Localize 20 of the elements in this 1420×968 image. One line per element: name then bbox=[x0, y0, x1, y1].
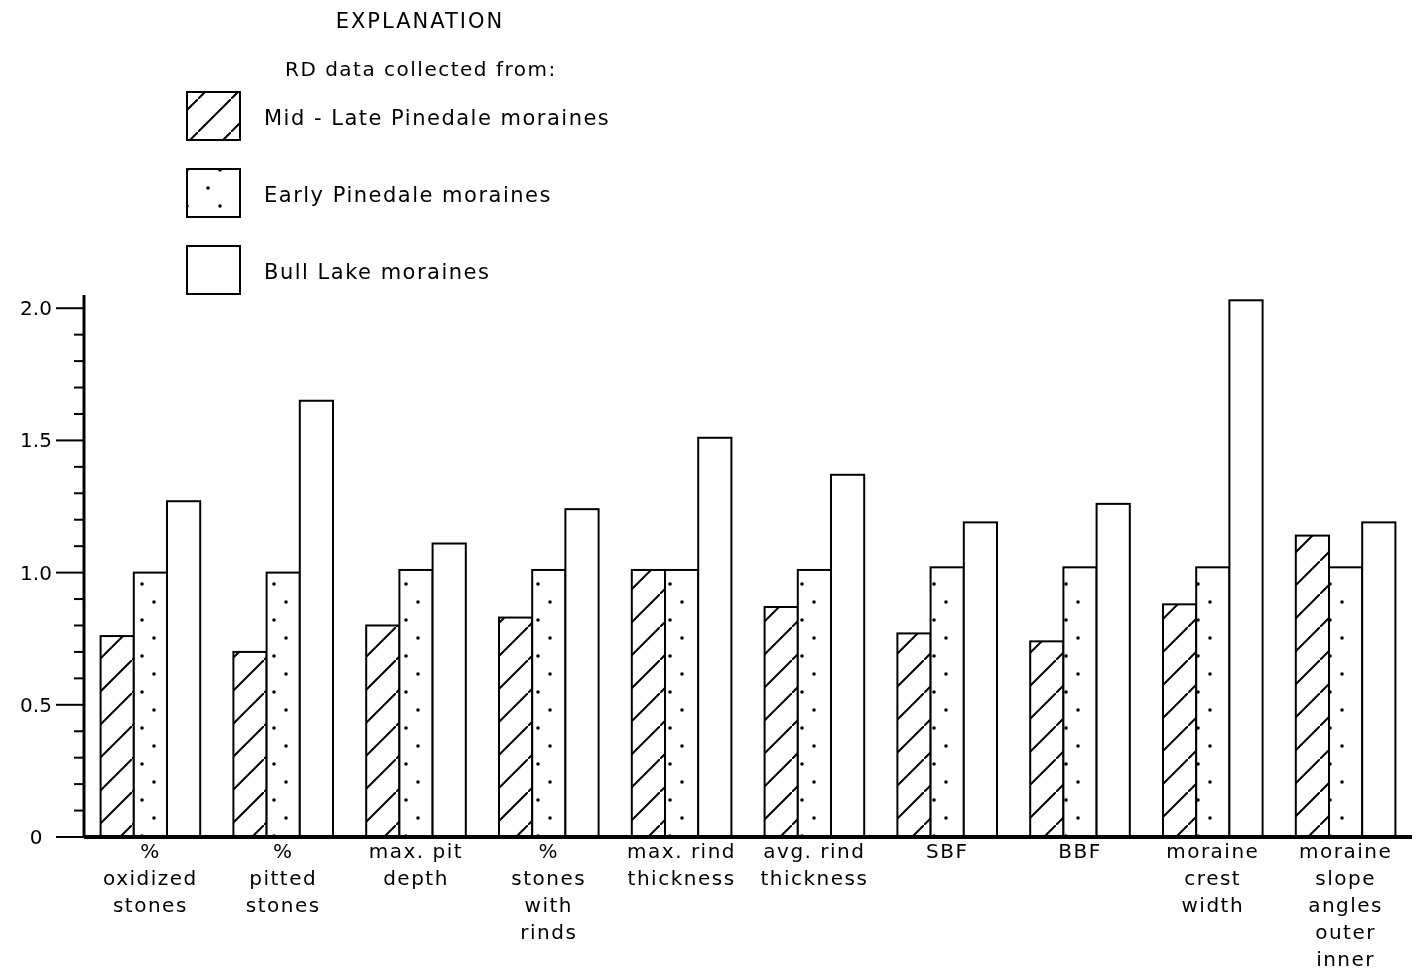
x-tick-label: avg. rind thickness bbox=[760, 839, 869, 890]
legend-label: Mid - Late Pinedale moraines bbox=[264, 106, 611, 130]
x-tick-label: max. rind thickness bbox=[627, 839, 737, 890]
y-tick-label: 0.5 bbox=[20, 692, 52, 717]
y-tick-label: 2.0 bbox=[20, 296, 52, 321]
x-tick-label: % pitted stones bbox=[245, 839, 321, 917]
legend-label: Early Pinedale moraines bbox=[264, 183, 552, 207]
legend-title: RD data collected from: bbox=[285, 57, 557, 81]
x-tick-label: % oxidized stones bbox=[103, 839, 198, 917]
x-tick-label: SBF bbox=[925, 839, 969, 863]
y-tick-label: 1.0 bbox=[20, 560, 52, 585]
y-tick-label: 1.5 bbox=[20, 428, 52, 453]
chart-title: EXPLANATION bbox=[335, 9, 505, 33]
x-tick-label: moraine crest width bbox=[1166, 839, 1260, 917]
x-tick-label: % stones with rinds bbox=[511, 839, 587, 944]
x-tick-label: moraine slope angles outer inner bbox=[1298, 839, 1393, 968]
legend-label: Bull Lake moraines bbox=[264, 260, 491, 284]
y-tick-label: 0 bbox=[29, 825, 43, 849]
x-tick-label: max. pit depth bbox=[368, 839, 464, 890]
x-tick-label: BBF bbox=[1058, 839, 1102, 863]
